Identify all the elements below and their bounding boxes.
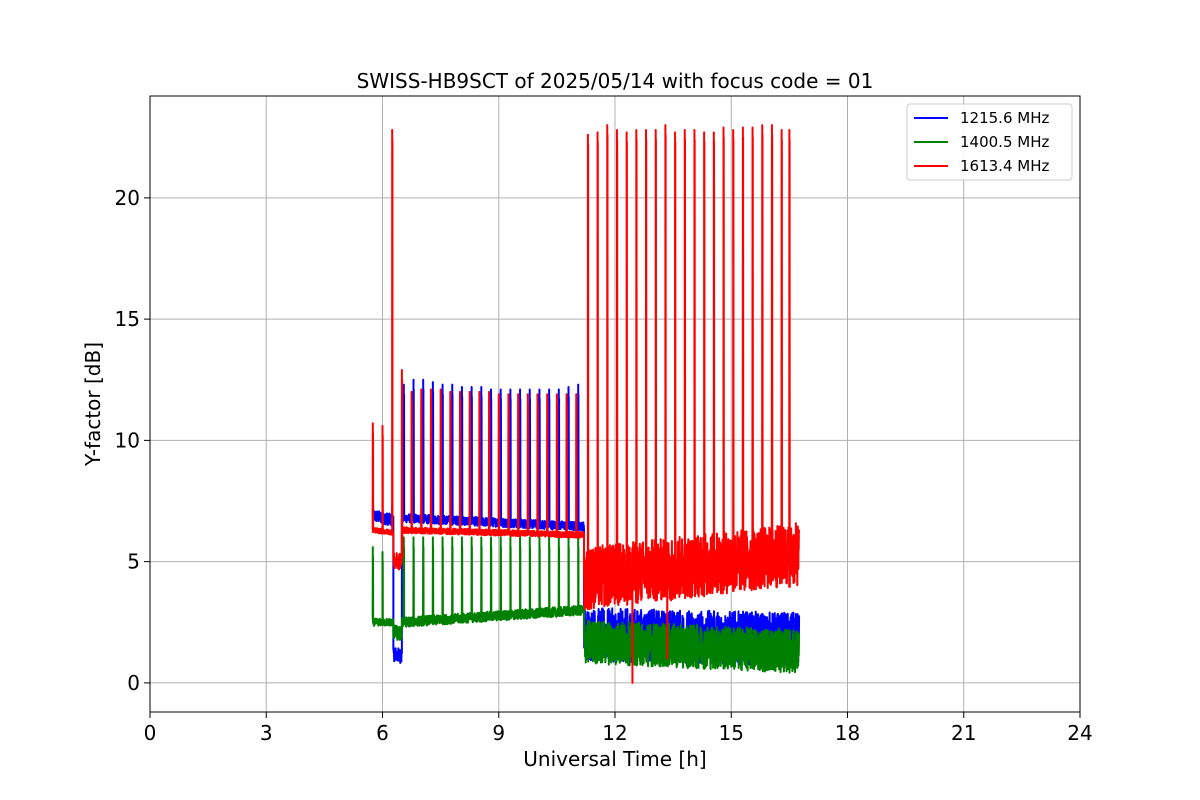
x-tick-label: 0 [144,721,157,745]
series-line-2 [371,124,801,684]
legend-label: 1215.6 MHz [960,109,1049,127]
y-tick-label: 0 [127,671,140,695]
x-axis-label: Universal Time [h] [523,747,706,771]
legend: 1215.6 MHz 1400.5 MHz 1613.4 MHz [906,103,1073,181]
series-layer [371,124,801,684]
y-axis-label: Y-factor [dB] [81,342,105,467]
series-line-1 [371,536,801,674]
x-tick-label: 6 [376,721,389,745]
x-tick-label: 21 [951,721,976,745]
x-tick-label: 24 [1067,721,1092,745]
legend-box [906,103,1073,181]
legend-label: 1613.4 MHz [960,157,1049,175]
x-tick-label: 3 [260,721,273,745]
x-tick-label: 18 [835,721,860,745]
y-tick-label: 20 [115,186,140,210]
x-tick-label: 15 [719,721,744,745]
axis-ticks: 0 3 6 9 12 15 18 21 24 0 5 10 15 20 [115,186,1093,745]
y-tick-label: 15 [115,307,140,331]
x-tick-label: 12 [602,721,627,745]
y-tick-label: 10 [115,428,140,452]
chart-title: SWISS-HB9SCT of 2025/05/14 with focus co… [357,69,874,93]
x-tick-label: 9 [492,721,505,745]
y-tick-label: 5 [127,550,140,574]
legend-label: 1400.5 MHz [960,133,1049,151]
